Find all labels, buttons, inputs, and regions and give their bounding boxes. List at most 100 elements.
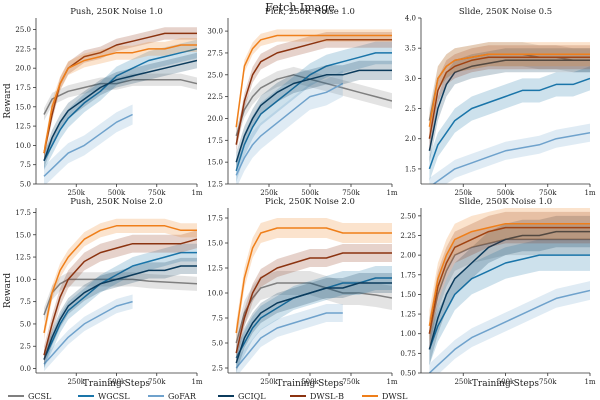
legend-label: DWSL-B [310,392,344,400]
x-tick-label: 1m [191,189,202,197]
series-wgcsl [428,77,590,170]
series-gciql [428,230,590,350]
band-dwsl [429,208,590,342]
band-gciql [44,257,197,368]
legend-label: GCSL [28,392,52,400]
series-gofar [235,312,343,369]
series-dwsl-b [235,39,392,145]
series-gofar [43,300,133,365]
band-wgcsl [429,66,590,181]
legend-item-gciql: GCIQL [218,392,266,400]
series-gciql [428,59,590,151]
x-tick-label: 750k [342,189,360,197]
series-gofar [432,131,590,184]
series-dwsl-b [428,56,590,139]
y-tick-label: 17.5 [15,209,31,217]
figure-title: Fetch Image [265,1,335,14]
band-gcsl [429,223,590,350]
panel-title: Pick, 250K Noise 2.0 [265,197,355,207]
x-tick-label: 500k [108,189,126,197]
band-dwsl-b [429,45,590,151]
y-tick-label: 10.0 [15,276,31,284]
panels-group: Push, 250K Noise 1.0 5.0 7.5 10.0 12.5 15.0 17… [3,7,596,389]
x-tick-label: 250k [260,378,278,386]
y-tick-label: 27.5 [207,49,223,57]
y-tick-label: 0.75 [400,350,416,358]
series-dwsl-b [43,238,197,356]
series-dwsl [43,44,197,154]
x-tick-label: 1m [584,378,595,386]
band-gofar [429,123,590,184]
y-tick-label: 7.5 [20,298,31,306]
x-tick-label: 750k [539,189,557,197]
y-tick-label: 15.0 [15,231,31,239]
y-tick-label: 1.00 [400,330,416,338]
band-gcsl [236,271,392,355]
y-tick-label: 12.5 [207,181,223,189]
series-gofar [428,289,590,373]
x-tick-label: 500k [301,189,319,197]
y-tick-label: 5.0 [212,340,223,348]
band-dwsl [236,29,392,134]
x-axis-label: Training Steps [83,379,151,389]
band-gcsl [44,272,197,323]
series-wgcsl [43,251,197,360]
y-tick-label: 30.0 [207,28,223,36]
x-tick-label: 750k [148,189,166,197]
y-tick-label: 15.0 [207,159,223,167]
y-tick-label: 17.5 [207,215,223,223]
y-tick-label: 0.50 [400,370,416,378]
y-tick-label: 1.50 [400,291,416,299]
series-gciql [235,282,392,364]
panel-title: Push, 250K Noise 2.0 [70,197,163,207]
series-gciql [43,265,197,360]
y-tick-label: 5.0 [20,320,31,328]
x-tick-label: 750k [342,378,360,386]
series-dwsl [235,34,392,128]
series-dwsl-b [428,226,590,334]
y-tick-label: 1.5 [405,165,416,173]
panel-3: Slide, 250K Noise 0.5 1.5 2.0 2.5 3.0 3.5 4.0 2… [405,7,596,197]
band-wgcsl [236,266,392,370]
y-tick-label: 3.0 [405,75,416,83]
x-tick-label: 250k [454,378,472,386]
band-dwsl [236,218,392,343]
y-tick-label: 17.5 [207,137,223,145]
y-tick-label: 17.5 [15,84,31,92]
series-dwsl-b [235,252,392,354]
y-tick-label: 20.0 [207,115,223,123]
plot-area [235,218,392,373]
band-dwsl-b [44,27,197,160]
band-gciql [429,215,590,366]
x-tick-label: 250k [67,378,85,386]
series-dwsl [428,222,590,327]
x-tick-label: 750k [148,378,166,386]
x-tick-label: 250k [454,189,472,197]
series-dwsl [235,227,392,334]
x-tick-label: 500k [497,189,515,197]
series-gofar [43,113,133,177]
band-dwsl-b [236,244,392,362]
series-dwsl [43,225,197,334]
band-gcsl [236,66,392,144]
y-axis-label: Reward [3,273,13,308]
y-tick-label: 2.25 [400,232,416,240]
panel-1: Push, 250K Noise 1.0 5.0 7.5 10.0 12.5 15.0 17… [3,7,203,197]
y-tick-label: 1.25 [400,311,416,319]
y-tick-label: 22.5 [15,45,31,53]
y-tick-label: 0.0 [20,365,31,373]
band-gofar [236,304,343,373]
y-tick-label: 10.0 [207,290,223,298]
band-gcsl [429,42,590,133]
legend-label: GCIQL [238,392,266,400]
y-tick-label: 1.75 [400,271,416,279]
series-gcsl [428,238,590,334]
legend-item-dwsl: DWSL [362,392,408,400]
x-tick-label: 750k [539,378,557,386]
plot-area [428,208,590,373]
band-wgcsl [429,239,590,366]
x-tick-label: 500k [108,378,126,386]
y-tick-label: 12.5 [15,254,31,262]
panel-title: Slide, 250K Noise 1.0 [459,197,552,207]
